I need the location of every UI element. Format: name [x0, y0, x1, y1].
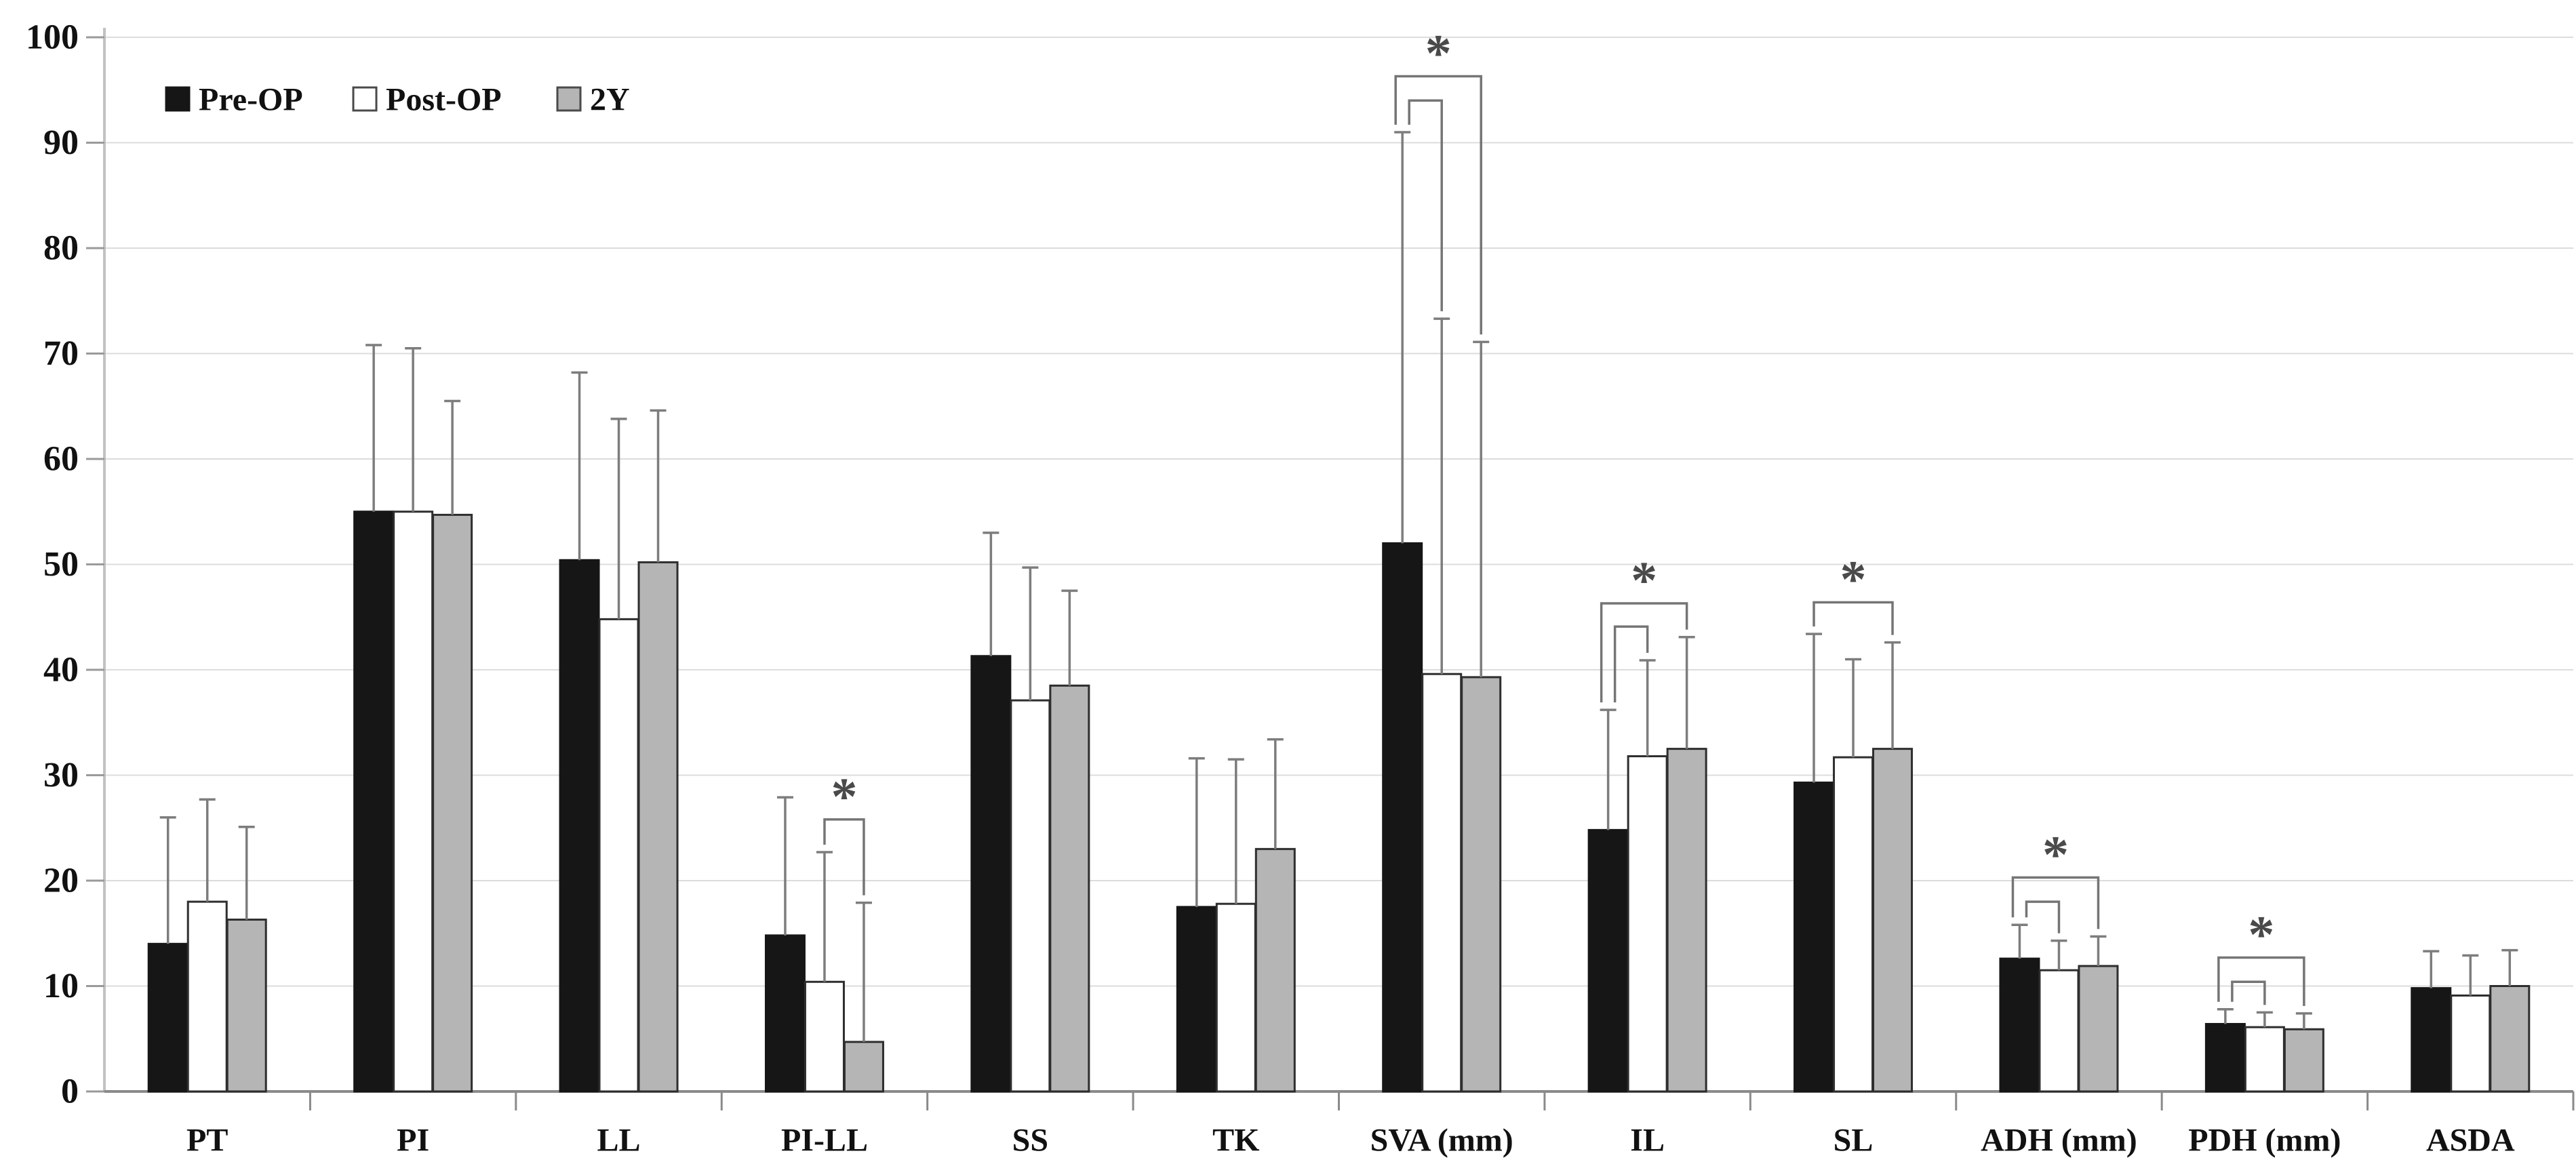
significance-asterisk: *	[1631, 550, 1657, 609]
x-axis-label: LL	[597, 1123, 641, 1159]
bar-2y-LL	[637, 561, 679, 1093]
bar-2y-PDH (mm)	[2283, 1028, 2324, 1093]
bar-post-ASDA	[2450, 994, 2491, 1093]
bar-post-PI-LL	[804, 980, 845, 1093]
bar-2y-SVA (mm)	[1461, 676, 1502, 1093]
bar-pre-PT	[147, 942, 189, 1093]
bar-pre-PI	[353, 510, 395, 1093]
bar-pre-LL	[559, 559, 600, 1093]
y-axis-label: 20	[43, 862, 79, 900]
significance-bracket-PDH (mm)	[2231, 980, 2266, 1005]
y-axis-label: 40	[43, 651, 79, 689]
bar-2y-ASDA	[2489, 985, 2531, 1093]
bar-post-PT	[186, 900, 228, 1093]
bar-post-LL	[598, 618, 639, 1093]
bar-post-SL	[1833, 756, 1874, 1093]
bar-2y-SL	[1872, 748, 1914, 1093]
x-axis-label: ASDA	[2426, 1123, 2515, 1159]
legend-swatch-2y	[556, 86, 582, 112]
bar-pre-TK	[1176, 906, 1217, 1093]
y-axis-label: 30	[43, 756, 79, 795]
legend-label-2y: 2Y	[590, 82, 630, 118]
bar-pre-PI-LL	[764, 934, 806, 1093]
x-axis-label: SS	[1012, 1123, 1048, 1159]
significance-bracket-SVA (mm)	[1408, 99, 1443, 312]
bar-2y-PT	[226, 919, 267, 1093]
bar-post-IL	[1627, 755, 1668, 1093]
x-axis-label: PT	[186, 1123, 228, 1159]
x-axis-label: PDH (mm)	[2188, 1123, 2341, 1159]
y-axis-label: 90	[43, 123, 79, 162]
bar-pre-SL	[1794, 781, 1835, 1093]
significance-asterisk: *	[831, 767, 857, 826]
significance-bracket-IL	[1613, 625, 1649, 703]
y-axis-label: 70	[43, 334, 79, 373]
x-axis-label: PI	[397, 1123, 429, 1159]
bar-post-PDH (mm)	[2244, 1026, 2285, 1093]
bar-pre-IL	[1587, 828, 1629, 1093]
bar-2y-SS	[1049, 684, 1090, 1093]
bar-pre-ASDA	[2411, 987, 2452, 1093]
significance-bracket-PDH (mm)	[2217, 956, 2305, 1006]
significance-asterisk: *	[2248, 905, 2274, 964]
x-axis-label: TK	[1212, 1123, 1259, 1159]
bar-2y-ADH (mm)	[2078, 965, 2119, 1093]
y-axis-label: 50	[43, 545, 79, 584]
y-axis-label: 10	[43, 967, 79, 1005]
bar-pre-SVA (mm)	[1382, 542, 1423, 1093]
x-axis-label: ADH (mm)	[1981, 1123, 2137, 1159]
y-axis-label: 80	[43, 229, 79, 268]
bar-post-SS	[1010, 699, 1051, 1093]
legend-label-pre: Pre-OP	[199, 82, 303, 118]
significance-bracket-IL	[1600, 602, 1688, 703]
bar-pre-SS	[970, 655, 1012, 1093]
significance-bracket-PI-LL	[823, 818, 865, 896]
x-axis-label: PI-LL	[781, 1123, 868, 1159]
significance-bracket-ADH (mm)	[2025, 900, 2061, 934]
significance-asterisk: *	[1425, 24, 1452, 83]
bar-post-SVA (mm)	[1421, 673, 1463, 1093]
y-axis-label: 100	[26, 18, 79, 57]
y-axis-label: 60	[43, 440, 79, 479]
significance-bracket-SL	[1812, 601, 1894, 635]
legend-swatch-pre	[165, 86, 191, 112]
bar-pre-PDH (mm)	[2204, 1022, 2246, 1093]
x-axis-label: SL	[1834, 1123, 1874, 1159]
y-axis-label: 0	[61, 1072, 79, 1111]
legend-label-post: Post-OP	[386, 82, 502, 118]
significance-asterisk: *	[1840, 549, 1867, 608]
significance-bracket-SVA (mm)	[1394, 75, 1482, 335]
legend-swatch-post	[352, 86, 378, 112]
bar-2y-TK	[1254, 847, 1296, 1093]
bar-post-ADH (mm)	[2038, 969, 2080, 1093]
significance-bracket-ADH (mm)	[2011, 876, 2100, 929]
x-axis-label: SVA (mm)	[1370, 1123, 1513, 1159]
bar-2y-PI-LL	[843, 1041, 884, 1093]
bar-post-PI	[393, 510, 434, 1093]
bar-post-TK	[1215, 902, 1256, 1093]
significance-asterisk: *	[2042, 824, 2069, 883]
bar-2y-PI	[432, 513, 473, 1093]
bar-2y-IL	[1666, 748, 1707, 1093]
bar-pre-ADH (mm)	[1999, 957, 2040, 1093]
x-axis-label: IL	[1630, 1123, 1665, 1159]
